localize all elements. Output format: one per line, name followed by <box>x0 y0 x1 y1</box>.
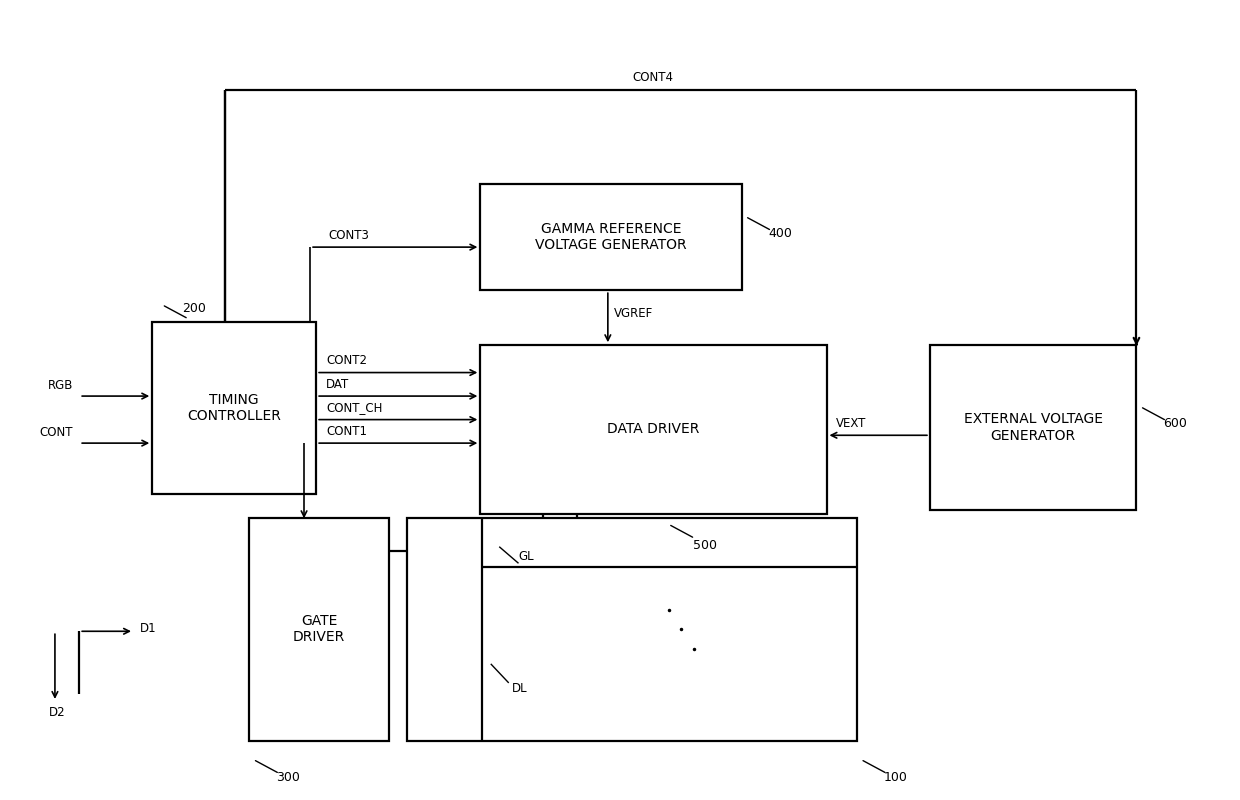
Text: CONT: CONT <box>40 426 73 439</box>
Text: GAMMA REFERENCE
VOLTAGE GENERATOR: GAMMA REFERENCE VOLTAGE GENERATOR <box>536 222 687 253</box>
Text: D2: D2 <box>48 706 66 718</box>
Text: 100: 100 <box>884 771 908 784</box>
Bar <box>249 518 389 741</box>
Text: CONT1: CONT1 <box>326 425 367 438</box>
Bar <box>480 345 827 514</box>
Text: EXTERNAL VOLTAGE
GENERATOR: EXTERNAL VOLTAGE GENERATOR <box>963 412 1102 442</box>
Text: CONT_CH: CONT_CH <box>326 401 382 414</box>
Bar <box>480 184 742 290</box>
Text: CONT2: CONT2 <box>326 354 367 367</box>
Text: 200: 200 <box>182 302 206 315</box>
Bar <box>153 322 316 494</box>
Text: D1: D1 <box>140 622 156 635</box>
Text: VGREF: VGREF <box>614 307 653 320</box>
Bar <box>930 345 1136 510</box>
Text: VEXT: VEXT <box>836 417 867 430</box>
Bar <box>407 518 857 741</box>
Text: GATE
DRIVER: GATE DRIVER <box>293 614 346 645</box>
Text: DATA DRIVER: DATA DRIVER <box>608 422 699 437</box>
Text: CONT3: CONT3 <box>329 229 370 242</box>
Text: CONT4: CONT4 <box>632 71 673 84</box>
Text: 500: 500 <box>693 538 717 552</box>
Text: 600: 600 <box>1163 417 1187 430</box>
Text: RGB: RGB <box>48 379 73 392</box>
Text: 400: 400 <box>769 227 792 240</box>
Text: DAT: DAT <box>326 378 350 390</box>
Text: DL: DL <box>512 682 527 695</box>
Text: TIMING
CONTROLLER: TIMING CONTROLLER <box>187 393 281 423</box>
Text: 300: 300 <box>277 771 300 784</box>
Text: GL: GL <box>518 550 533 563</box>
